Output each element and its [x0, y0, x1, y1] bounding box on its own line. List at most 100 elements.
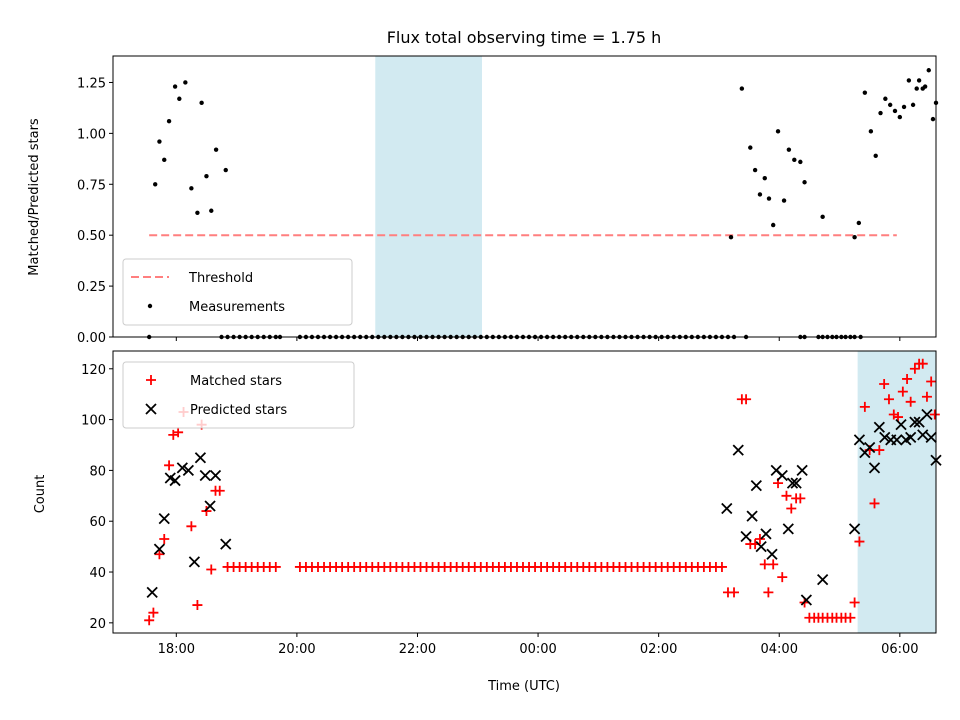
measurement-point	[223, 167, 228, 173]
matched-star-point	[883, 394, 894, 405]
predicted-star-point	[766, 548, 778, 560]
matched-star-point	[729, 587, 740, 598]
predicted-star-point	[921, 408, 933, 421]
top-axes-frame	[112, 55, 937, 338]
measurement-point	[213, 147, 219, 152]
measurement-point	[856, 220, 862, 226]
bottom-y-tick-label: 100	[81, 414, 106, 429]
measurement-point	[820, 214, 825, 220]
predicted-star-point	[732, 444, 744, 456]
predicted-star-point	[746, 510, 758, 522]
matched-star-point	[763, 587, 774, 598]
predicted-star-point	[182, 464, 195, 477]
predicted-star-point	[176, 462, 188, 474]
predicted-star-point	[153, 543, 166, 555]
predicted-star-point	[891, 434, 903, 446]
measurement-point	[868, 129, 874, 134]
matched-star-point	[905, 396, 916, 407]
measurement-point	[157, 139, 162, 144]
predicted-star-point	[909, 416, 921, 428]
predicted-star-point	[220, 538, 232, 550]
measurement-point	[757, 192, 763, 197]
legend-threshold-label: Threshold	[188, 271, 253, 286]
measurement-point	[930, 116, 936, 122]
predicted-star-point	[782, 523, 794, 535]
matched-star-point	[741, 394, 752, 405]
x-tick-label: 06:00	[881, 642, 918, 657]
top-y-tick-label: 1.00	[77, 127, 106, 142]
matched-star-point	[859, 401, 870, 412]
measurement-point	[204, 173, 209, 179]
predicted-star-point	[750, 480, 762, 492]
predicted-star-point	[800, 594, 813, 606]
legend-matched-swatch	[146, 375, 156, 385]
predicted-star-point	[188, 556, 201, 568]
x-axis-label: Time (UTC)	[487, 679, 560, 694]
predicted-star-point	[895, 419, 907, 431]
predicted-star-point	[199, 469, 211, 482]
bottom-series-predicted-stars	[146, 408, 942, 606]
predicted-star-point	[169, 474, 181, 487]
predicted-star-point	[776, 469, 788, 482]
matched-star-point	[201, 506, 212, 517]
measurement-point	[906, 78, 912, 83]
predicted-star-point	[786, 477, 799, 489]
bottom-y-tick-label: 60	[89, 515, 106, 530]
matched-star-point	[192, 600, 203, 611]
bottom-axes-frame	[112, 350, 937, 634]
measurement-point	[897, 114, 903, 120]
measurement-point	[922, 84, 928, 89]
matched-star-point	[144, 615, 155, 626]
measurement-point	[728, 235, 734, 240]
predicted-star-point	[721, 502, 733, 515]
x-tick-label: 00:00	[519, 642, 556, 657]
measurement-point	[153, 182, 158, 187]
legend-predicted-label: Predicted stars	[190, 403, 287, 418]
measurement-point	[195, 210, 200, 215]
measurement-point	[802, 180, 807, 185]
measurement-point	[739, 86, 745, 91]
predicted-star-point	[868, 462, 881, 474]
bottom-highlight-band	[857, 351, 936, 633]
measurement-point	[926, 68, 931, 73]
predicted-star-point	[925, 431, 937, 444]
measurement-point	[775, 129, 781, 134]
measurement-point	[916, 78, 922, 83]
legend-measurements-label: Measurements	[189, 300, 285, 315]
matched-star-point	[786, 503, 797, 514]
matched-star-point	[854, 536, 865, 547]
top-legend-box	[122, 258, 353, 326]
x-tick-label: 18:00	[158, 642, 195, 657]
predicted-star-point	[158, 513, 170, 525]
measurement-point	[166, 118, 172, 124]
predicted-star-point	[817, 574, 829, 586]
matched-star-point	[159, 534, 170, 544]
matched-star-point	[902, 373, 913, 384]
matched-star-point	[186, 521, 197, 532]
measurement-point	[862, 90, 868, 95]
predicted-star-point	[790, 477, 802, 489]
matched-star-point	[214, 485, 225, 496]
matched-star-point	[759, 559, 770, 570]
bottom-y-tick-label: 80	[89, 464, 106, 479]
top-y-tick-label: 0.25	[77, 280, 106, 295]
top-y-tick-label: 0.50	[77, 229, 106, 244]
measurement-point	[892, 108, 898, 114]
top-y-tick-label: 0.75	[77, 178, 106, 193]
predicted-star-point	[917, 429, 929, 441]
predicted-star-point	[796, 464, 808, 477]
matched-star-point	[173, 427, 184, 438]
top-y-tick-label: 0.00	[77, 331, 106, 346]
y-axis-label-top: Matched/Predicted stars	[27, 118, 42, 276]
measurement-point	[873, 153, 878, 158]
bottom-legend-box	[122, 361, 355, 429]
chart-title: Flux total observing time = 1.75 h	[387, 28, 662, 47]
predicted-star-point	[873, 421, 885, 433]
top-y-tick-label: 1.25	[77, 76, 106, 91]
matched-star-point	[874, 445, 885, 456]
legend-predicted-swatch	[145, 403, 157, 415]
measurement-point	[798, 159, 803, 165]
measurement-point	[748, 145, 753, 150]
legend-measurements-swatch	[147, 303, 153, 309]
measurement-point	[762, 175, 767, 181]
